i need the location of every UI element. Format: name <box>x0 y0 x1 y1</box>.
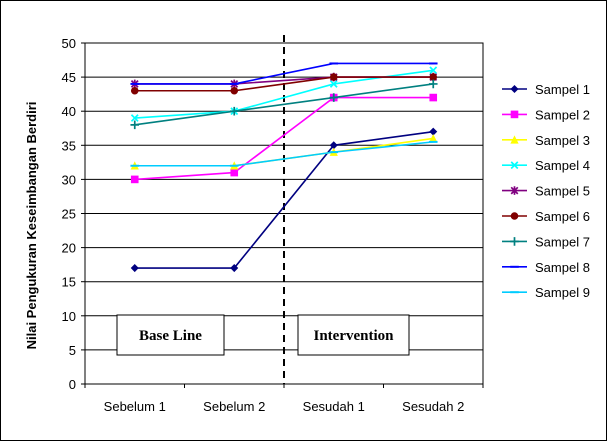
legend-label: Sampel 3 <box>535 133 590 148</box>
legend-marker <box>510 135 519 144</box>
legend-label: Sampel 9 <box>535 285 590 300</box>
data-point <box>429 73 438 81</box>
legend-label: Sampel 2 <box>535 107 590 122</box>
data-point <box>329 80 338 88</box>
data-point <box>429 66 438 75</box>
data-point <box>130 175 139 184</box>
series-line <box>134 62 434 85</box>
series-line <box>134 130 434 269</box>
baseline-label: Base Line <box>139 328 202 344</box>
legend-item: Sampel 6 <box>502 209 590 224</box>
legend-marker <box>510 84 519 94</box>
y-tick-label: 5 <box>69 343 76 358</box>
legend-label: Sampel 1 <box>535 82 590 97</box>
data-point <box>230 168 239 177</box>
legend-marker <box>510 237 519 246</box>
y-tick-label: 0 <box>69 377 76 392</box>
legend-label: Sampel 6 <box>535 209 590 224</box>
x-tick-label: Sesudah 2 <box>402 399 464 414</box>
data-point <box>428 79 438 89</box>
series-sampel-9 <box>130 140 438 167</box>
series-line <box>134 96 434 181</box>
data-point <box>130 86 139 95</box>
x-tick-label: Sesudah 1 <box>303 399 365 414</box>
legend-label: Sampel 8 <box>535 260 590 275</box>
series-sampel-7 <box>130 79 438 130</box>
y-tick-label: 25 <box>62 207 76 222</box>
axis-ticks: 0 5 10 15 20 25 30 35 40 45 50 Sebelum 1 Sebelum 2 Se… <box>62 36 484 414</box>
data-point <box>130 120 140 130</box>
legend-item: Sampel 7 <box>502 234 590 249</box>
y-tick-label: 30 <box>62 172 76 187</box>
data-point <box>130 114 139 122</box>
baseline-box: Base Line <box>116 314 225 356</box>
legend-item: Sampel 1 <box>502 82 590 97</box>
y-tick-label: 15 <box>62 275 76 290</box>
series-sampel-6 <box>130 73 438 95</box>
legend-item: Sampel 8 <box>502 260 590 275</box>
legend-item: Sampel 4 <box>502 158 590 173</box>
x-tick-label: Sebelum 2 <box>203 399 265 414</box>
legend-item: Sampel 2 <box>502 107 590 122</box>
data-point <box>230 86 239 95</box>
legend-marker <box>510 110 519 119</box>
legend: Sampel 1 Sampel 2 Sampel 3 Sampel 4 Sampel 5… <box>502 82 590 300</box>
data-point <box>329 73 338 81</box>
legend-label: Sampel 4 <box>535 158 590 173</box>
data-point <box>130 264 139 273</box>
legend-item: Sampel 5 <box>502 184 590 199</box>
legend-label: Sampel 7 <box>535 234 590 249</box>
y-tick-label: 10 <box>62 309 76 324</box>
legend-marker <box>510 161 519 170</box>
series-lines <box>130 62 438 273</box>
data-point <box>230 264 239 273</box>
legend-marker <box>510 186 519 195</box>
series-sampel-8 <box>130 62 438 85</box>
legend-item: Sampel 3 <box>502 133 590 148</box>
intervention-box: Intervention <box>297 314 410 356</box>
y-tick-label: 45 <box>62 70 76 85</box>
data-point <box>429 127 438 136</box>
legend-marker <box>510 212 519 220</box>
y-tick-label: 35 <box>62 138 76 153</box>
intervention-label: Intervention <box>314 328 395 344</box>
data-point <box>229 106 239 116</box>
series-line <box>134 141 434 167</box>
y-axis-label: Nilai Pengukuran Keseimbangan Berdiri <box>24 102 39 350</box>
y-tick-label: 50 <box>62 36 76 51</box>
y-tick-label: 40 <box>62 104 76 119</box>
legend-item: Sampel 9 <box>502 285 590 300</box>
series-line <box>134 76 434 85</box>
x-tick-label: Sebelum 1 <box>104 399 166 414</box>
y-tick-label: 20 <box>62 241 76 256</box>
data-point <box>429 93 438 102</box>
data-point <box>329 93 339 102</box>
series-line <box>134 76 434 92</box>
series-line <box>134 83 434 126</box>
legend-label: Sampel 5 <box>535 184 590 199</box>
series-sampel-3 <box>130 134 438 170</box>
